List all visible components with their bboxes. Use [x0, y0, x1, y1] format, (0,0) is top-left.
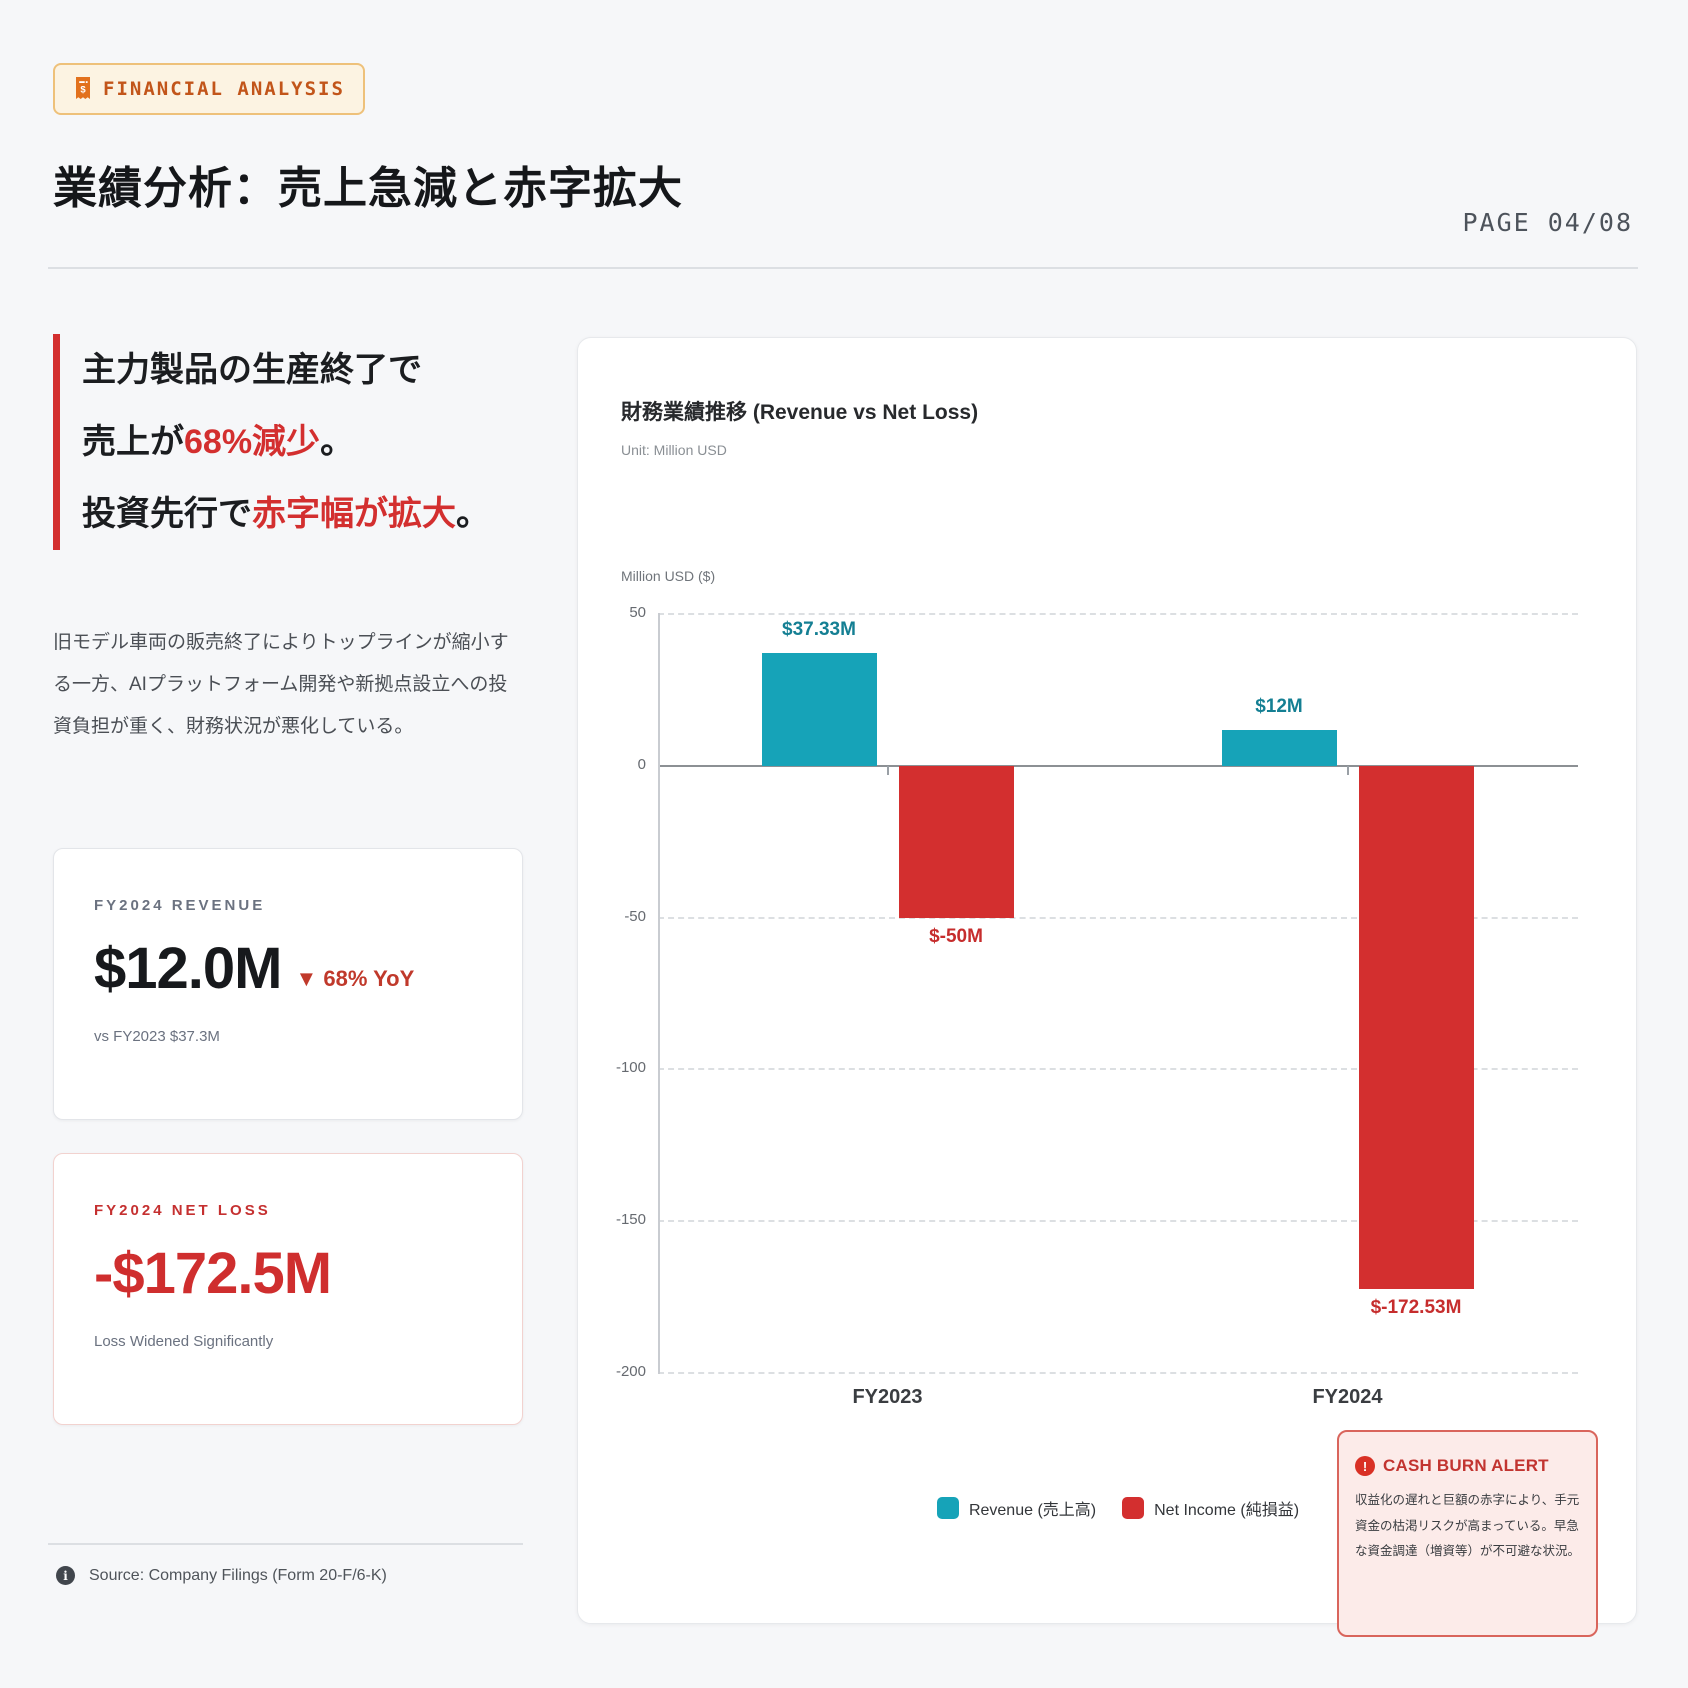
- y-axis-line: [658, 613, 660, 1374]
- legend-label: Revenue (売上高): [968, 1502, 1097, 1519]
- receipt-icon: $: [76, 77, 90, 99]
- page-indicator: PAGE 04/08: [1462, 208, 1633, 237]
- cash-burn-alert: ! CASH BURN ALERT 収益化の遅れと巨額の赤字により、手元資金の枯…: [1337, 1430, 1598, 1637]
- badge-label: FINANCIAL ANALYSIS: [103, 78, 345, 100]
- category-badge: $ FINANCIAL ANALYSIS: [53, 63, 365, 115]
- highlight-revenue-drop: 68%減少: [184, 423, 321, 461]
- svg-text:$: $: [80, 85, 86, 96]
- y-tick-0: 0: [637, 756, 646, 773]
- bar-revenue-FY2023: [761, 652, 877, 766]
- chart-card: 財務業績推移 (Revenue vs Net Loss) Unit: Milli…: [577, 337, 1637, 1624]
- legend-swatch: [1122, 1497, 1145, 1519]
- bar-net-FY2024: [1358, 766, 1474, 1290]
- bar-value-label: $12M: [1255, 695, 1303, 717]
- source-row: i Source: Company Filings (Form 20-F/6-K…: [56, 1566, 387, 1585]
- legend-label: Net Income (純損益): [1154, 1502, 1300, 1519]
- chart-legend: Revenue (売上高) Net Income (純損益): [658, 1496, 1578, 1520]
- highlight-loss-widening: 赤字幅が拡大: [252, 495, 456, 533]
- chart-y-axis-title: Million USD ($): [621, 568, 716, 584]
- legend-item: Revenue (売上高): [936, 1496, 1097, 1520]
- bar-net-FY2023: [898, 766, 1014, 918]
- netloss-stat-card: FY2024 NET LOSS -$172.5M Loss Widened Si…: [53, 1153, 523, 1425]
- chart-title: 財務業績推移 (Revenue vs Net Loss): [621, 401, 979, 424]
- footer-divider: [48, 1543, 523, 1545]
- gridline--100: [658, 1068, 1578, 1071]
- source-text: Source: Company Filings (Form 20-F/6-K): [89, 1566, 387, 1584]
- bar-value-label: $-50M: [929, 925, 983, 947]
- y-tick-50: 50: [629, 604, 646, 622]
- x-label-FY2023: FY2023: [852, 1386, 923, 1408]
- gridline--150: [658, 1220, 1578, 1223]
- bar-value-label: $37.33M: [782, 618, 856, 640]
- bar-value-label: $-172.53M: [1370, 1297, 1462, 1319]
- gridline-50: [658, 613, 1578, 616]
- info-icon: i: [56, 1566, 75, 1585]
- x-label-FY2024: FY2024: [1312, 1386, 1383, 1408]
- legend-swatch: [936, 1497, 959, 1519]
- bar-chart-plot: 50 0 -50 -100 -150 -200 FY2023 FY2024 $37.33M $12…: [578, 338, 1636, 1623]
- y-tick--100: -100: [615, 1059, 646, 1077]
- revenue-value: $12.0M: [94, 936, 282, 1001]
- netloss-caption: Loss Widened Significantly: [94, 1333, 274, 1350]
- zero-axis-line: [658, 765, 1578, 767]
- legend-item: Net Income (純損益): [1122, 1496, 1299, 1520]
- exclamation-icon: !: [1355, 1456, 1375, 1476]
- key-message-line-2: 売上が68%減少。: [82, 423, 355, 461]
- chart-subtitle: Unit: Million USD: [621, 442, 727, 458]
- key-message-line-1: 主力製品の生産終了で: [82, 351, 422, 389]
- alert-body: 収益化の遅れと巨額の赤字により、手元資金の枯渇リスクが高まっている。早急な資金調…: [1355, 1493, 1581, 1559]
- revenue-caption: vs FY2023 $37.3M: [94, 1028, 220, 1045]
- y-tick--150: -150: [615, 1211, 646, 1229]
- revenue-delta: ▼ 68% YoY: [295, 966, 415, 991]
- y-tick--50: -50: [624, 907, 646, 925]
- gridline--200: [658, 1371, 1578, 1374]
- x-tick-FY2023: [886, 766, 889, 775]
- alert-title: CASH BURN ALERT: [1383, 1456, 1549, 1475]
- key-message-line-3: 投資先行で赤字幅が拡大。: [82, 495, 490, 533]
- netloss-value: -$172.5M: [94, 1241, 332, 1306]
- page-title: 業績分析：売上急減と赤字拡大: [53, 164, 683, 213]
- gridline--50: [658, 916, 1578, 919]
- summary-paragraph: 旧モデル車両の販売終了によりトップラインが縮小する一方、AIプラットフォーム開発…: [53, 632, 509, 737]
- x-tick-FY2024: [1346, 766, 1349, 775]
- y-tick--200: -200: [615, 1362, 646, 1380]
- revenue-stat-card: FY2024 REVENUE $12.0M ▼ 68% YoY vs FY202…: [53, 848, 523, 1120]
- bar-revenue-FY2024: [1221, 729, 1337, 766]
- revenue-card-label: FY2024 REVENUE: [94, 897, 266, 914]
- netloss-card-label: FY2024 NET LOSS: [94, 1202, 271, 1219]
- header-divider: [48, 267, 1638, 269]
- key-message: 主力製品の生産終了で 売上が68%減少。 投資先行で赤字幅が拡大。: [53, 334, 552, 550]
